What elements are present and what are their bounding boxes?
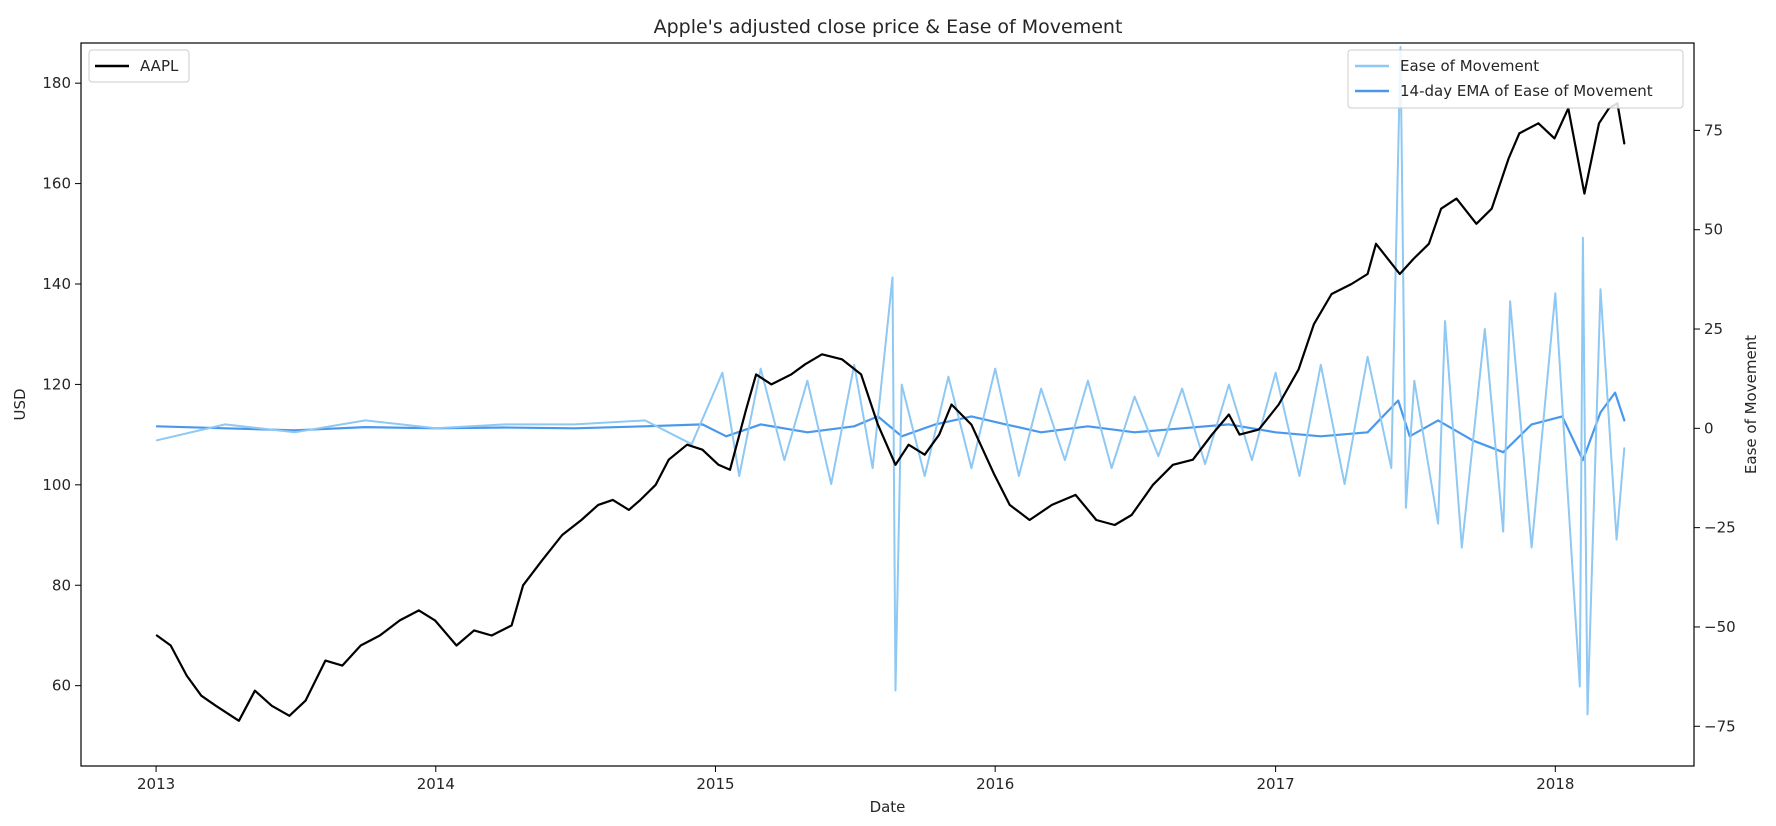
- series-line-0: [155, 102, 1626, 722]
- y-right-tick-label: −50: [1704, 618, 1736, 636]
- x-axis-label: Date: [870, 798, 906, 816]
- plot-frame: [80, 42, 1695, 767]
- y-left-tick-label: 140: [42, 275, 71, 293]
- y-left-tick-label: 100: [42, 476, 71, 494]
- y-left-tick-label: 60: [52, 677, 71, 695]
- series-line-1: [155, 46, 1626, 716]
- legend-eom-label: Ease of Movement: [1400, 57, 1539, 75]
- y-right-tick-label: −25: [1704, 519, 1736, 537]
- y-right-tick-label: −75: [1704, 717, 1736, 735]
- y-right-tick-label: 50: [1704, 221, 1723, 239]
- x-tick-label: 2015: [696, 775, 734, 793]
- series-line-2: [155, 391, 1626, 462]
- series-layer: [155, 46, 1626, 722]
- legend-eom-box: [1347, 49, 1684, 109]
- y-axis-left-label: USD: [11, 388, 29, 420]
- x-tick-label: 2013: [137, 775, 175, 793]
- legend-aapl-label: AAPL: [140, 57, 179, 75]
- y-left-tick-label: 160: [42, 175, 71, 193]
- legend-aapl: AAPL: [88, 49, 190, 83]
- chart-title: Apple's adjusted close price & Ease of M…: [654, 16, 1123, 38]
- legend-ema-label: 14-day EMA of Ease of Movement: [1400, 82, 1653, 100]
- y-right-tick-label: 0: [1704, 419, 1714, 437]
- y-left-tick-label: 120: [42, 375, 71, 393]
- y-right-tick-label: 25: [1704, 320, 1723, 338]
- y-left-tick-label: 180: [42, 74, 71, 92]
- x-tick-label: 2016: [976, 775, 1014, 793]
- x-tick-label: 2018: [1536, 775, 1574, 793]
- x-axis: 2013 2014 2015 2016 2017 2018: [137, 766, 1574, 793]
- y-axis-right: −75 −50 −25 0 25 50 75: [1694, 121, 1736, 735]
- y-axis-left: 60 80 100 120 140 160 180: [42, 74, 81, 695]
- y-left-tick-label: 80: [52, 576, 71, 594]
- legend-eom: Ease of Movement 14-day EMA of Ease of M…: [1347, 49, 1684, 109]
- y-axis-right-label: Ease of Movement: [1742, 335, 1760, 474]
- legend-aapl-box: [88, 49, 190, 83]
- x-tick-label: 2014: [417, 775, 455, 793]
- y-right-tick-label: 75: [1704, 121, 1723, 139]
- x-tick-label: 2017: [1257, 775, 1295, 793]
